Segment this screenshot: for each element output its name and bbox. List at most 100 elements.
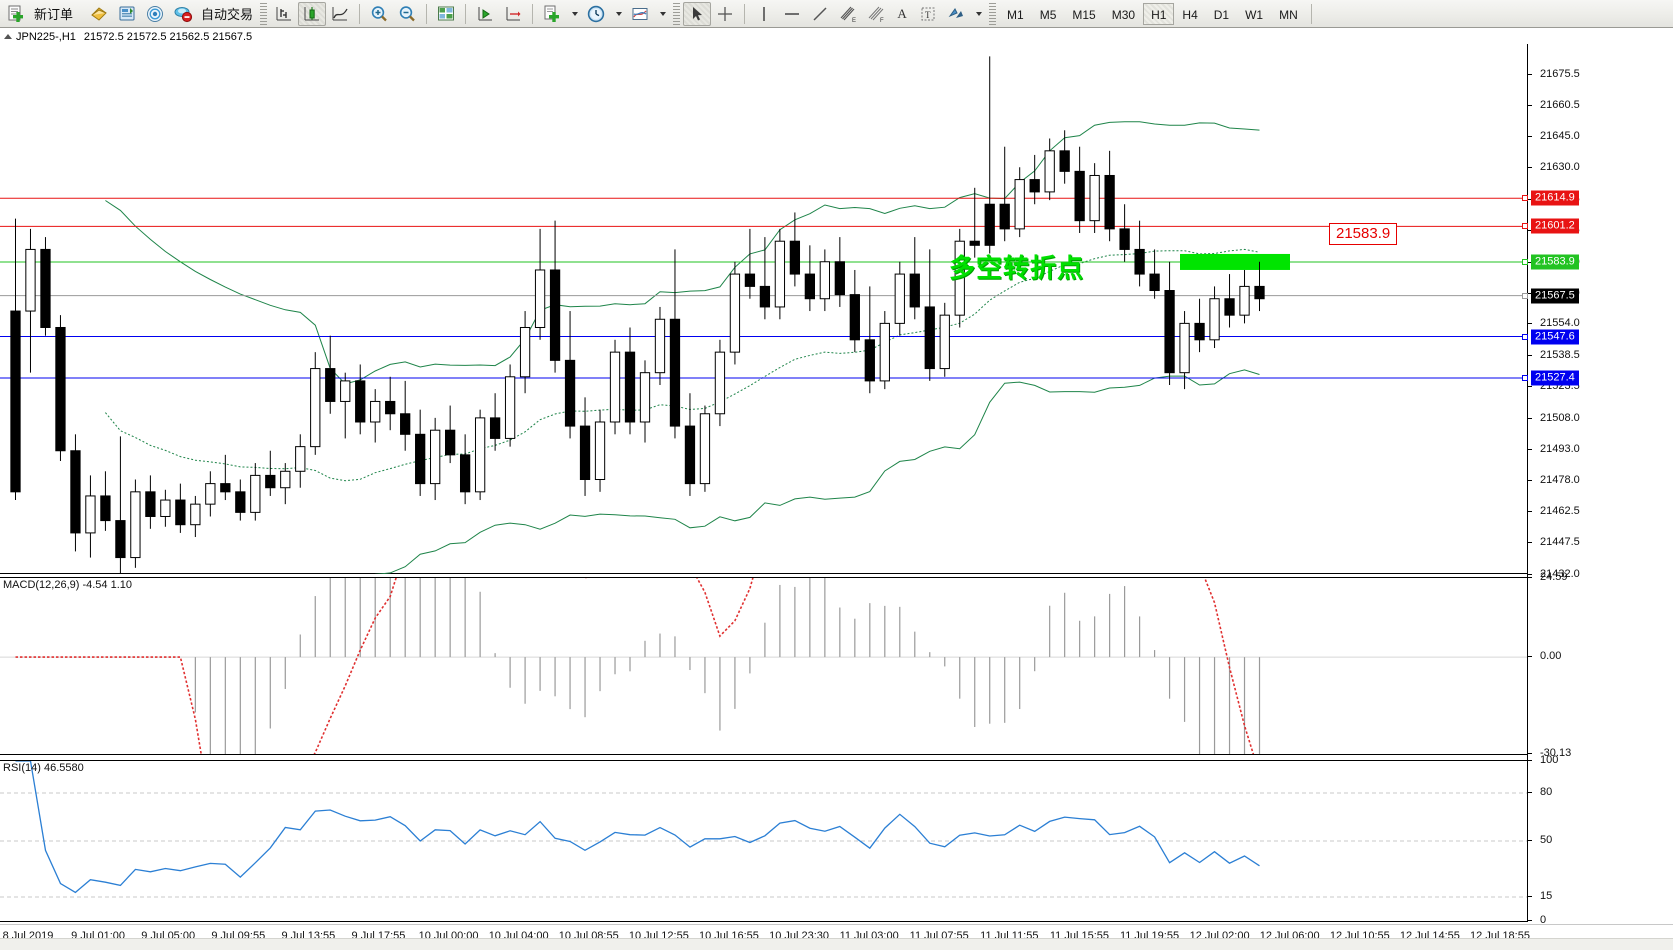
zoom-out-icon[interactable] (393, 2, 421, 26)
text-icon[interactable]: A (897, 5, 907, 21)
axis-tickmark (1528, 323, 1532, 325)
price-axis-label: 21630.0 (1540, 161, 1580, 174)
macd-chart-svg (0, 578, 1527, 754)
level-handle[interactable] (1522, 292, 1528, 299)
price-axis[interactable]: 21675.521660.521645.021630.021614.521599… (1522, 44, 1673, 926)
macd-pane[interactable]: MACD(12,26,9) -4.54 1.10 (0, 577, 1527, 755)
autotrading-label[interactable]: 自动交易 (201, 7, 254, 22)
indicator-dropdown-icon[interactable] (654, 2, 670, 26)
price-axis-label: 21432.0 (1540, 568, 1580, 580)
annotation-price-tag[interactable]: 21583.9 (1329, 223, 1398, 245)
toolbar-grip-timeframes[interactable] (989, 2, 997, 25)
rsi-pane[interactable]: RSI(14) 46.5580 (0, 760, 1527, 922)
macd-axis-label: 0.00 (1540, 650, 1562, 663)
period-icon[interactable] (582, 2, 610, 26)
axis-tickmark (1528, 229, 1532, 231)
chart-shift-icon[interactable] (499, 2, 527, 26)
timeframe-m5[interactable]: M5 (1039, 7, 1057, 22)
toolbar-separator (359, 3, 361, 24)
profile-icon[interactable] (85, 2, 113, 26)
rsi-axis-label: 0 (1540, 914, 1547, 926)
vline-icon[interactable] (750, 2, 778, 26)
price-level-badge[interactable]: 21547.6 (1531, 329, 1579, 345)
axis-tickmark (1528, 792, 1532, 793)
level-handle[interactable] (1522, 223, 1528, 230)
rsi-axis-label: 50 (1540, 834, 1553, 846)
template-icon[interactable] (538, 2, 566, 26)
macd-axis-label: 24.59 (1540, 571, 1568, 583)
level-handle[interactable] (1522, 195, 1528, 202)
price-axis-label: 21675.5 (1540, 67, 1580, 80)
price-chart-svg (0, 56, 1527, 574)
axis-tickmark (1528, 292, 1532, 294)
price-axis-label: 21508.0 (1540, 411, 1580, 424)
signals-icon[interactable] (141, 2, 169, 26)
level-handle[interactable] (1522, 333, 1528, 340)
crosshair-icon[interactable] (711, 2, 739, 26)
timeframe-h4[interactable]: H4 (1182, 7, 1198, 22)
new-order-icon[interactable] (2, 2, 30, 26)
trendline-icon[interactable] (806, 2, 834, 26)
price-axis-label: 21554.0 (1540, 317, 1580, 330)
level-handle[interactable] (1522, 258, 1528, 265)
price-level-badge[interactable]: 21567.5 (1531, 288, 1579, 304)
bar-chart-icon[interactable] (270, 2, 298, 26)
line-chart-icon[interactable] (326, 2, 354, 26)
label-icon[interactable]: T (914, 2, 942, 26)
timeframe-d1[interactable]: D1 (1213, 7, 1230, 22)
toolbar-separator-6 (1310, 3, 1312, 24)
shapes-icon[interactable] (942, 2, 970, 26)
axis-tickmark (1528, 479, 1532, 481)
collapse-triangle-icon[interactable] (4, 34, 12, 39)
axis-tickmark (1528, 760, 1532, 761)
price-level-badge[interactable]: 21583.9 (1531, 254, 1579, 270)
price-chart-pane[interactable] (0, 44, 1527, 574)
price-level-badge[interactable]: 21601.2 (1531, 218, 1579, 234)
chart-annotation-text[interactable]: 多空转折点 (949, 254, 1085, 284)
indicator-list-icon[interactable] (626, 2, 654, 26)
timeframe-mn[interactable]: MN (1279, 7, 1298, 22)
scroll-end-icon[interactable] (471, 2, 499, 26)
data-window-icon[interactable] (432, 2, 460, 26)
toolbar-grip-charts[interactable] (260, 2, 268, 25)
horizontal-scrollbar[interactable] (0, 938, 1673, 950)
rsi-axis-label: 15 (1540, 890, 1553, 902)
indicators-icon[interactable] (113, 2, 141, 26)
period-dropdown-icon[interactable] (610, 2, 626, 26)
toolbar-separator-5 (744, 3, 746, 24)
hline-icon[interactable] (778, 2, 806, 26)
autotrading-icon[interactable] (169, 2, 197, 26)
symbol-info-bar: JPN225-,H1 21572.5 21572.5 21562.5 21567… (0, 29, 1673, 44)
fibo-icon[interactable]: F (862, 2, 890, 26)
template-dropdown-icon[interactable] (566, 2, 582, 26)
axis-tickmark (1528, 840, 1532, 841)
new-order-label[interactable]: 新订单 (34, 7, 74, 22)
zoom-in-icon[interactable] (365, 2, 393, 26)
level-handle[interactable] (1522, 375, 1528, 382)
cursor-icon[interactable] (683, 1, 712, 26)
axis-tickmark (1528, 417, 1532, 419)
symbol-name: JPN225-,H1 (16, 30, 76, 43)
axis-tickmark (1528, 136, 1532, 138)
shapes-dropdown-icon[interactable] (970, 2, 986, 26)
timeframe-w1[interactable]: W1 (1245, 7, 1264, 22)
axis-tickmark (1528, 448, 1532, 450)
timeframe-m15[interactable]: M15 (1072, 7, 1096, 22)
equidistant-channel-icon[interactable]: E (834, 2, 862, 26)
rsi-label: RSI(14) 46.5580 (3, 762, 84, 774)
rsi-axis-label: 100 (1540, 754, 1559, 766)
candlestick-icon[interactable] (298, 1, 327, 26)
axis-tickmark (1528, 73, 1532, 75)
toolbar-grip-tools[interactable] (673, 2, 681, 25)
price-level-badge[interactable]: 21614.9 (1531, 190, 1579, 206)
axis-tickmark (1528, 896, 1532, 897)
axis-tickmark (1528, 574, 1532, 575)
toolbar-separator-3 (465, 3, 467, 24)
timeframe-m1[interactable]: M1 (1007, 7, 1024, 22)
rsi-axis-label: 80 (1540, 786, 1553, 798)
axis-tickmark (1528, 355, 1532, 357)
timeframe-h1[interactable]: H1 (1143, 2, 1175, 25)
price-level-badge[interactable]: 21527.4 (1531, 370, 1579, 386)
toolbar-separator-2 (426, 3, 428, 24)
timeframe-m30[interactable]: M30 (1111, 7, 1136, 22)
